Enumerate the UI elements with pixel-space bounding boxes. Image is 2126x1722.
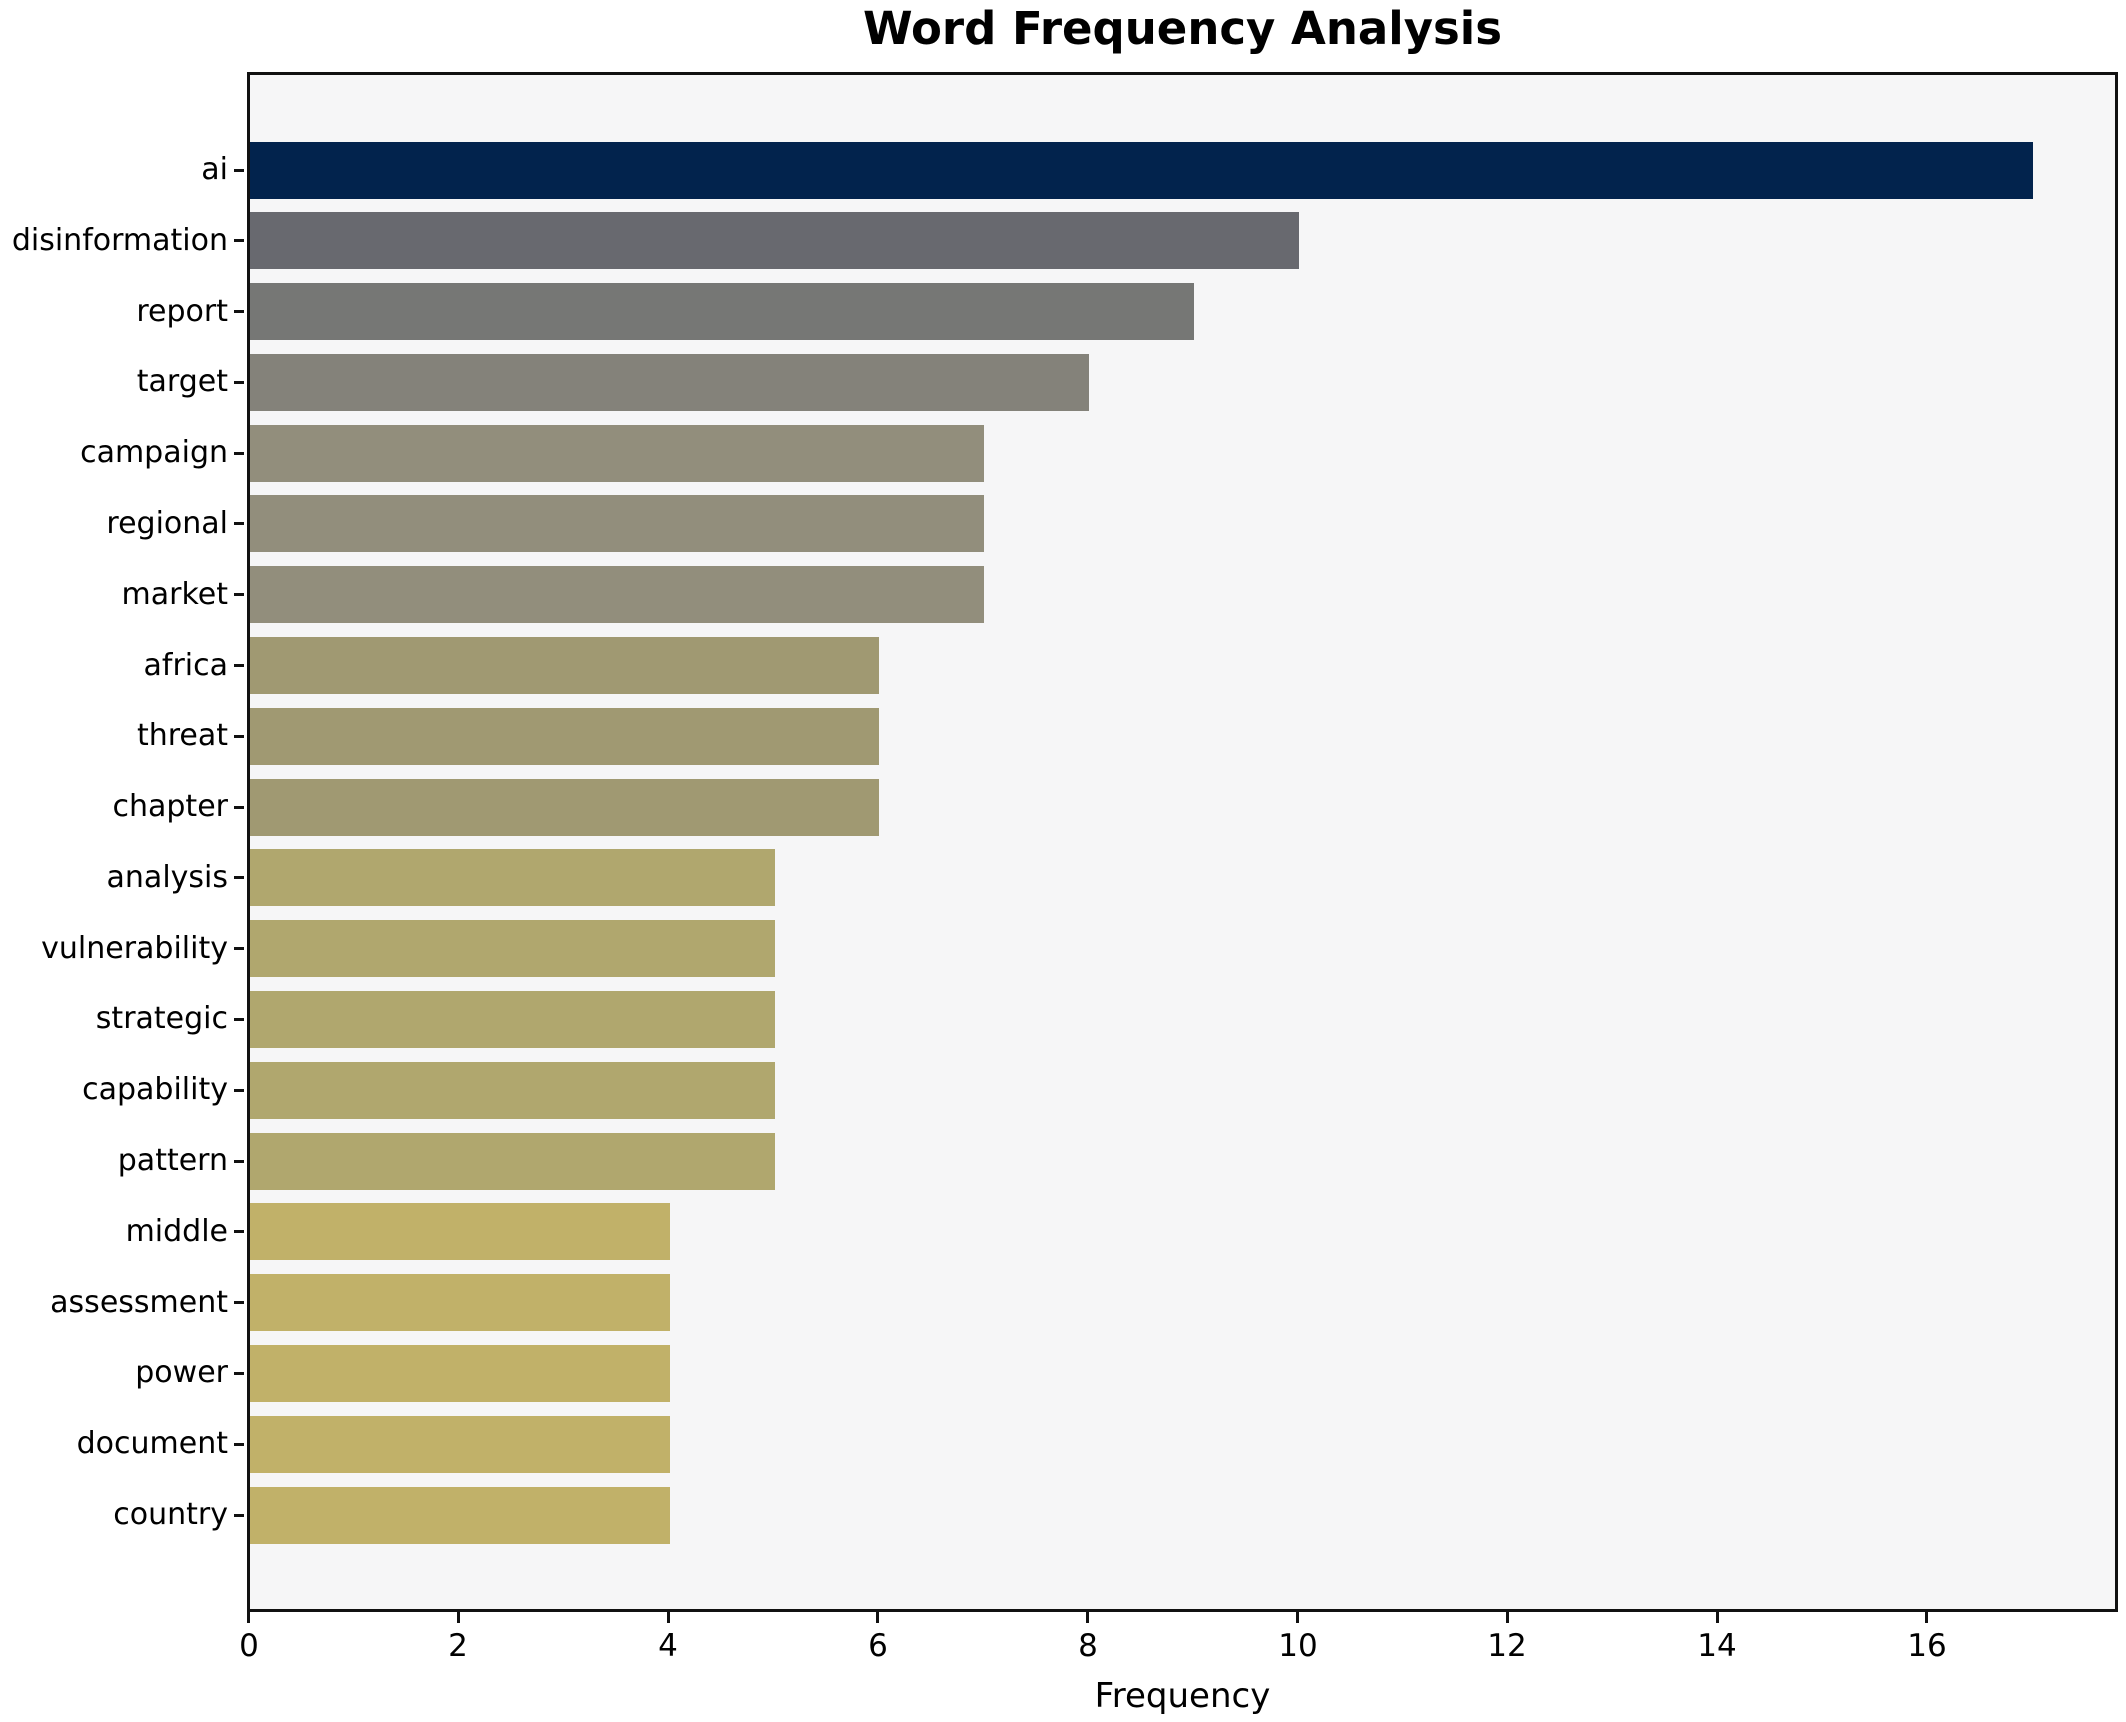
x-tick-label: 8 (1078, 1628, 1098, 1664)
y-tick-label: target (136, 364, 228, 399)
y-tick-mark (234, 947, 244, 950)
x-tick-mark (667, 1612, 670, 1623)
x-tick-label: 10 (1278, 1628, 1318, 1664)
y-tick-label: country (113, 1497, 228, 1532)
x-axis-label: Frequency (1094, 1676, 1271, 1716)
y-tick-label: strategic (95, 1001, 228, 1036)
bar (250, 708, 879, 765)
y-tick-mark (234, 1443, 244, 1446)
x-tick-mark (457, 1612, 460, 1623)
x-tick-label: 12 (1487, 1628, 1527, 1664)
bar (250, 354, 1089, 411)
y-tick-label: power (135, 1355, 228, 1390)
y-tick-label: ai (201, 152, 228, 187)
y-tick-mark (234, 169, 244, 172)
bar (250, 1203, 670, 1260)
y-tick-label: disinformation (11, 223, 228, 258)
y-tick-label: campaign (80, 435, 228, 470)
y-tick-mark (234, 452, 244, 455)
y-tick-label: document (76, 1426, 228, 1461)
x-tick-label: 16 (1907, 1628, 1947, 1664)
y-tick-mark (234, 1089, 244, 1092)
y-tick-mark (234, 1160, 244, 1163)
x-tick-mark (1296, 1612, 1299, 1623)
x-tick-mark (1716, 1612, 1719, 1623)
bar (250, 1487, 670, 1544)
bar (250, 1133, 775, 1190)
y-tick-mark (234, 735, 244, 738)
x-tick-label: 2 (448, 1628, 468, 1664)
bar (250, 1062, 775, 1119)
y-tick-label: vulnerability (41, 931, 228, 966)
y-tick-label: pattern (117, 1143, 228, 1178)
y-tick-label: capability (82, 1072, 228, 1107)
bar (250, 779, 879, 836)
y-tick-mark (234, 664, 244, 667)
y-tick-label: report (136, 294, 228, 329)
y-tick-mark (234, 381, 244, 384)
y-tick-mark (234, 1514, 244, 1517)
y-tick-mark (234, 1018, 244, 1021)
bar (250, 849, 775, 906)
y-tick-label: threat (136, 718, 228, 753)
x-tick-mark (1506, 1612, 1509, 1623)
bar (250, 283, 1194, 340)
y-tick-label: regional (106, 506, 228, 541)
y-tick-label: analysis (106, 860, 228, 895)
bar (250, 566, 984, 623)
y-tick-label: assessment (50, 1285, 228, 1320)
y-tick-mark (234, 1372, 244, 1375)
bar (250, 1345, 670, 1402)
y-tick-mark (234, 239, 244, 242)
x-tick-label: 4 (658, 1628, 678, 1664)
bar (250, 637, 879, 694)
y-tick-label: market (121, 577, 228, 612)
y-tick-mark (234, 1301, 244, 1304)
bar (250, 425, 984, 482)
y-tick-mark (234, 806, 244, 809)
y-tick-label: africa (143, 648, 229, 683)
bar (250, 1416, 670, 1473)
y-tick-mark (234, 310, 244, 313)
chart-title: Word Frequency Analysis (862, 2, 1503, 55)
plot-area (247, 72, 2118, 1612)
y-tick-mark (234, 876, 244, 879)
bar (250, 495, 984, 552)
bar (250, 991, 775, 1048)
bar (250, 212, 1299, 269)
x-tick-mark (247, 1612, 250, 1623)
x-tick-mark (876, 1612, 879, 1623)
x-tick-label: 14 (1697, 1628, 1737, 1664)
x-tick-label: 0 (239, 1628, 259, 1664)
bar (250, 920, 775, 977)
x-tick-mark (1086, 1612, 1089, 1623)
y-tick-label: middle (125, 1214, 228, 1249)
x-tick-mark (1925, 1612, 1928, 1623)
bar (250, 1274, 670, 1331)
y-tick-label: chapter (112, 789, 229, 824)
y-tick-mark (234, 522, 244, 525)
y-tick-mark (234, 1230, 244, 1233)
y-tick-mark (234, 593, 244, 596)
x-tick-label: 6 (868, 1628, 888, 1664)
bar (250, 142, 2033, 199)
